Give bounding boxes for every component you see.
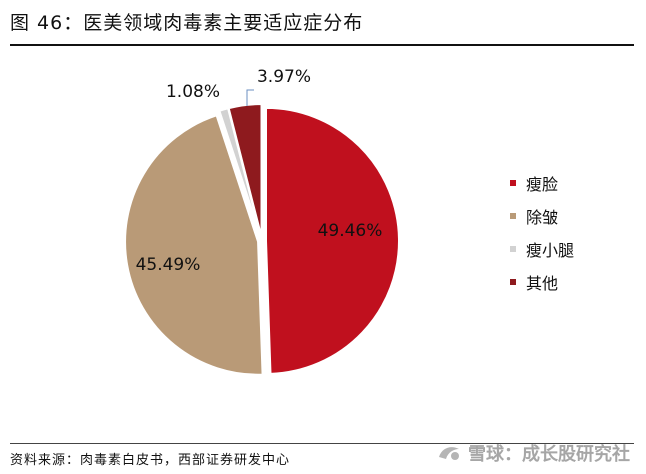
legend-label: 其他 bbox=[526, 274, 559, 293]
footer-rule bbox=[10, 443, 634, 444]
leader-line-qita bbox=[246, 89, 254, 106]
legend-swatch bbox=[510, 279, 516, 285]
legend-label: 瘦小腿 bbox=[526, 241, 575, 260]
data-label-qita: 3.97% bbox=[257, 67, 311, 87]
legend-swatch bbox=[510, 246, 516, 252]
legend-item-qita: 其他 bbox=[510, 273, 574, 293]
legend-item-shouxiaotui: 瘦小腿 bbox=[510, 240, 575, 260]
chart-legend: 瘦脸 除皱 瘦小腿 其他 bbox=[510, 174, 575, 293]
legend-swatch bbox=[510, 213, 516, 219]
legend-item-shoulian: 瘦脸 bbox=[510, 174, 574, 194]
watermark: 雪球：成长股研究社 bbox=[436, 440, 630, 466]
snowball-logo-icon bbox=[439, 447, 459, 460]
figure-title: 图 46：医美领域肉毒素主要适应症分布 bbox=[10, 12, 364, 34]
data-label-shouxiaotui: 1.08% bbox=[166, 82, 220, 102]
source-note: 资料来源：肉毒素白皮书，西部证券研发中心 bbox=[10, 453, 291, 468]
legend-label: 除皱 bbox=[526, 208, 559, 227]
pie-slice-shoulian bbox=[264, 106, 400, 375]
legend-item-chuzhou: 除皱 bbox=[510, 207, 574, 227]
pie-slice-chuzhou bbox=[124, 114, 264, 376]
data-label-chuzhou: 45.49% bbox=[136, 255, 201, 275]
data-label-shoulian: 49.46% bbox=[318, 221, 383, 241]
pie-slice-qita bbox=[227, 103, 263, 238]
legend-label: 瘦脸 bbox=[526, 175, 559, 194]
title-rule bbox=[10, 44, 634, 46]
watermark-text: 雪球：成长股研究社 bbox=[468, 444, 630, 465]
legend-swatch bbox=[510, 180, 516, 186]
